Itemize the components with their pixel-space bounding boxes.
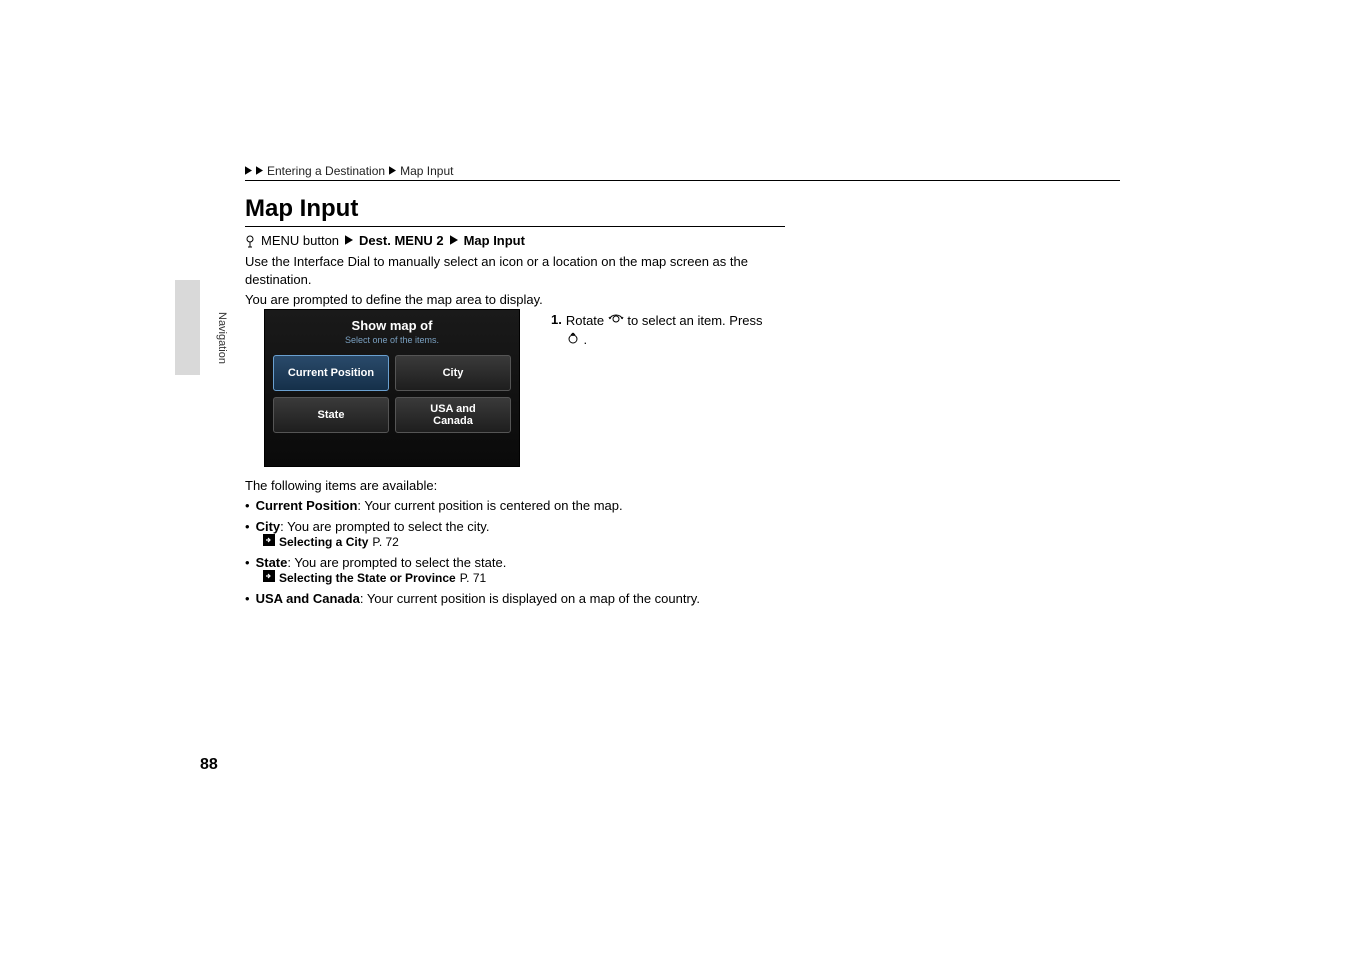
bullet-rest: : You are prompted to select the state.: [287, 555, 506, 570]
menu-glyph-icon: [245, 233, 255, 249]
reference-text: Selecting a City: [279, 535, 368, 549]
bullet-rest: : Your current position is displayed on …: [360, 591, 700, 606]
bullet-list: • Current Position: Your current positio…: [245, 498, 785, 612]
step-text-a: Rotate: [566, 313, 608, 328]
rotate-dial-icon: [608, 312, 624, 331]
step-1: 1. Rotate to select an item. Press .: [551, 312, 791, 350]
side-tab: [175, 280, 200, 375]
cross-reference[interactable]: Selecting the State or Province P. 71: [263, 570, 785, 585]
breadcrumb: Entering a Destination Map Input: [245, 164, 453, 178]
screenshot-button-city[interactable]: City: [395, 355, 511, 391]
screenshot-grid: Current Position City State USA and Cana…: [265, 355, 519, 433]
side-label: Navigation: [216, 312, 228, 364]
step-number: 1.: [551, 312, 562, 350]
nav-pre: MENU button: [261, 233, 339, 248]
nav-path: MENU button Dest. MENU 2 Map Input: [245, 233, 525, 249]
triangle-right-icon: [345, 233, 353, 248]
bullet-label: USA and Canada: [256, 591, 360, 606]
screenshot-button-state[interactable]: State: [273, 397, 389, 433]
list-item: • Current Position: Your current positio…: [245, 498, 785, 513]
list-item: • State: You are prompted to select the …: [245, 555, 785, 585]
triangle-right-icon: [450, 233, 458, 248]
divider: [245, 180, 1120, 181]
breadcrumb-seg: Entering a Destination: [267, 164, 385, 178]
nav-end: Map Input: [464, 233, 525, 248]
bullet-icon: •: [245, 555, 250, 570]
step-text-c: .: [583, 332, 587, 347]
step-text-b: to select an item. Press: [627, 313, 762, 328]
bullet-icon: •: [245, 519, 250, 534]
reference-text: Selecting the State or Province: [279, 571, 456, 585]
reference-icon: [263, 534, 275, 549]
triangle-right-icon: [389, 164, 396, 178]
triangle-right-icon: [256, 164, 263, 178]
screenshot-button-current-position[interactable]: Current Position: [273, 355, 389, 391]
bullet-rest: : You are prompted to select the city.: [280, 519, 489, 534]
reference-page: P. 72: [372, 535, 398, 549]
enter-dial-icon: [566, 331, 580, 350]
cross-reference[interactable]: Selecting a City P. 72: [263, 534, 785, 549]
screenshot-subtitle: Select one of the items.: [265, 333, 519, 355]
paragraph: You are prompted to define the map area …: [245, 292, 770, 307]
page-title: Map Input: [245, 195, 358, 223]
screenshot-title: Show map of: [265, 310, 519, 333]
bullet-icon: •: [245, 591, 250, 606]
bullet-label: City: [256, 519, 281, 534]
reference-page: P. 71: [460, 571, 486, 585]
bullet-rest: : Your current position is centered on t…: [357, 498, 622, 513]
breadcrumb-seg: Map Input: [400, 164, 453, 178]
paragraph: Use the Interface Dial to manually selec…: [245, 253, 770, 288]
list-intro: The following items are available:: [245, 478, 437, 493]
page-number: 88: [200, 756, 218, 774]
list-item: • City: You are prompted to select the c…: [245, 519, 785, 549]
nav-mid: Dest. MENU 2: [359, 233, 444, 248]
page-root: Navigation Entering a Destination Map In…: [0, 0, 1350, 954]
bullet-label: State: [256, 555, 288, 570]
device-screenshot: Show map of Select one of the items. Cur…: [264, 309, 520, 467]
step-text: Rotate to select an item. Press .: [566, 312, 763, 350]
bullet-label: Current Position: [256, 498, 358, 513]
divider: [245, 226, 785, 227]
bullet-icon: •: [245, 498, 250, 513]
screenshot-button-usa-canada[interactable]: USA and Canada: [395, 397, 511, 433]
list-item: • USA and Canada: Your current position …: [245, 591, 785, 606]
reference-icon: [263, 570, 275, 585]
triangle-right-icon: [245, 164, 252, 178]
